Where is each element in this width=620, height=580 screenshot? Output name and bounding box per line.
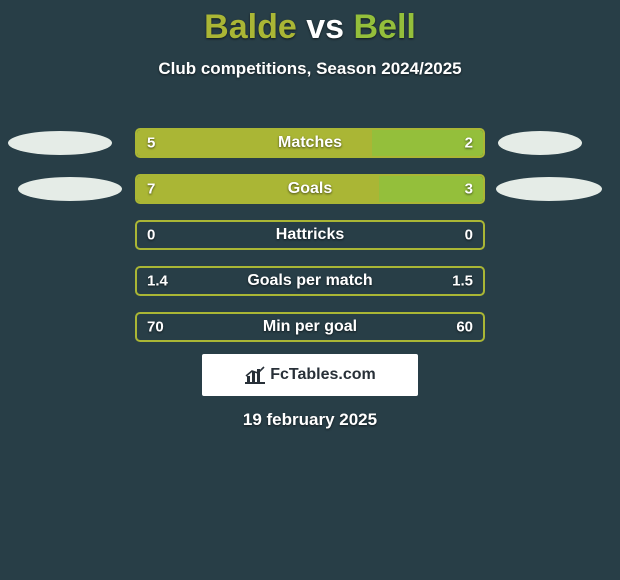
bar-left <box>137 176 379 202</box>
stat-row: Goals 7 3 <box>0 166 620 212</box>
stat-row: Goals per match 1.4 1.5 <box>0 258 620 304</box>
brand-text: FcTables.com <box>270 366 376 384</box>
comparison-card: Balde vs Bell Club competitions, Season … <box>0 0 620 580</box>
chart-icon <box>244 366 266 384</box>
left-value: 5 <box>147 135 155 152</box>
left-value: 70 <box>147 319 164 336</box>
player1-name: Balde <box>204 8 297 46</box>
right-value: 1.5 <box>452 273 473 290</box>
left-ellipse <box>18 177 122 201</box>
right-ellipse <box>498 131 582 155</box>
stats-rows: Matches 5 2 Goals 7 3 Hattricks 0 0 Goals per mat… <box>0 120 620 350</box>
right-ellipse <box>496 177 602 201</box>
title: Balde vs Bell <box>0 0 620 47</box>
right-value: 0 <box>465 227 473 244</box>
stat-row: Matches 5 2 <box>0 120 620 166</box>
subtitle: Club competitions, Season 2024/2025 <box>0 59 620 79</box>
vs-text: vs <box>306 8 344 46</box>
bar-track: Hattricks 0 0 <box>135 220 485 250</box>
stat-label: Matches <box>278 134 342 152</box>
player2-name: Bell <box>353 8 415 46</box>
bar-track: Goals 7 3 <box>135 174 485 204</box>
stat-label: Hattricks <box>276 226 344 244</box>
bar-track: Min per goal 70 60 <box>135 312 485 342</box>
left-value: 7 <box>147 181 155 198</box>
left-ellipse <box>8 131 112 155</box>
stat-row: Min per goal 70 60 <box>0 304 620 350</box>
stat-label: Min per goal <box>263 318 357 336</box>
stat-label: Goals per match <box>247 272 372 290</box>
right-value: 60 <box>456 319 473 336</box>
right-value: 3 <box>465 181 473 198</box>
date-text: 19 february 2025 <box>0 410 620 430</box>
brand-box: FcTables.com <box>202 354 418 396</box>
left-value: 0 <box>147 227 155 244</box>
bar-track: Matches 5 2 <box>135 128 485 158</box>
left-value: 1.4 <box>147 273 168 290</box>
right-value: 2 <box>465 135 473 152</box>
stat-label: Goals <box>288 180 332 198</box>
bar-track: Goals per match 1.4 1.5 <box>135 266 485 296</box>
stat-row: Hattricks 0 0 <box>0 212 620 258</box>
